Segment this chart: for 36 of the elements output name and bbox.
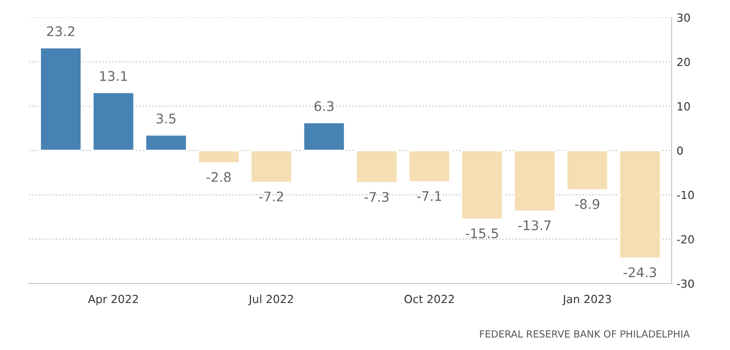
x-tick-label: Apr 2022	[88, 294, 138, 306]
bar	[40, 46, 82, 152]
data-label: -7.3	[364, 192, 389, 202]
bar	[408, 150, 451, 183]
y-tick-label: -30	[677, 279, 694, 288]
y-tick-label: 30	[677, 13, 690, 22]
x-tick-label: Jan 2023	[562, 294, 611, 306]
bar	[460, 150, 504, 220]
data-label: -8.9	[575, 199, 600, 210]
data-label: 3.5	[156, 114, 176, 124]
y-tick-label: 10	[678, 102, 690, 111]
bar	[250, 150, 293, 184]
bar	[92, 92, 135, 152]
bar	[355, 150, 398, 184]
bar	[513, 150, 556, 212]
x-tick-label: Jul 2022	[248, 294, 293, 306]
bar	[302, 122, 346, 152]
bar	[144, 134, 188, 152]
data-label: 6.3	[314, 101, 334, 112]
y-tick-label: -20	[677, 235, 694, 244]
data-label: -15.5	[466, 228, 498, 238]
data-label: 23.2	[47, 26, 74, 36]
data-label: -24.3	[624, 267, 656, 278]
data-label: -7.2	[259, 192, 283, 202]
y-tick-label: -10	[677, 190, 694, 200]
x-tick-label: Oct 2022	[404, 294, 454, 304]
y-tick-label: 0	[677, 146, 683, 155]
data-label: 13.1	[100, 71, 127, 81]
data-label: -2.8	[206, 172, 231, 182]
bar	[566, 150, 609, 191]
text: FEDERAL RESERVE BANK OF PHILADELPHIA	[480, 330, 690, 338]
y-tick-label: 20	[677, 58, 690, 66]
bar	[198, 150, 240, 164]
data-label: -7.1	[417, 191, 442, 201]
data-label: -13.7	[518, 220, 551, 230]
bar	[618, 150, 662, 259]
